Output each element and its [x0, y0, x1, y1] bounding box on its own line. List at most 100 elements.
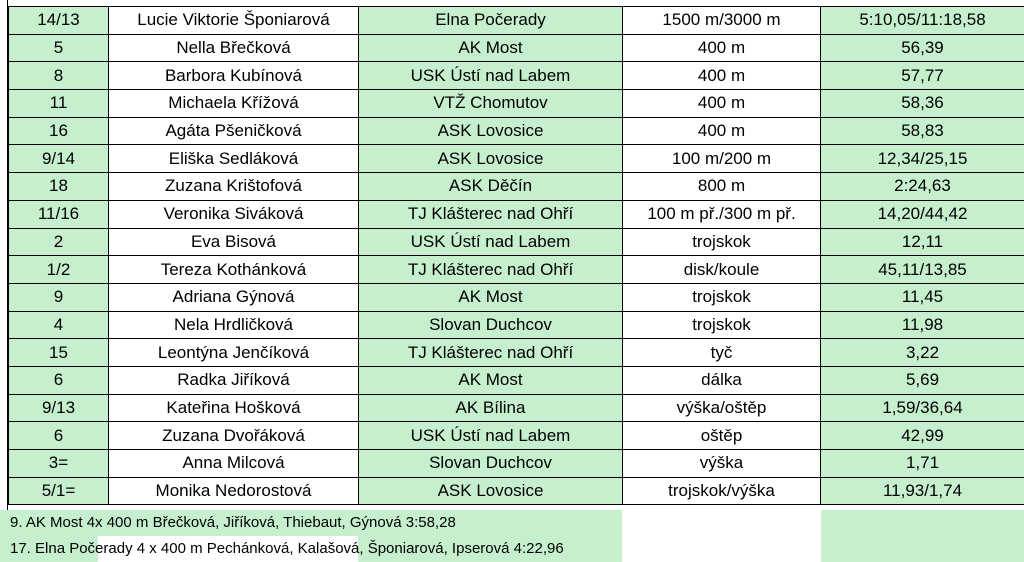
club-cell: AK Most [358, 33, 623, 63]
club-cell: USK Ústí nad Labem [358, 61, 623, 91]
event-cell: 400 m [622, 33, 821, 63]
event-cell: oštěp [622, 421, 821, 450]
place-cell: 2 [8, 227, 109, 257]
result-cell: 1,71 [820, 449, 1024, 478]
athlete-name-cell: Michaela Křížová [108, 89, 359, 118]
club-cell: Slovan Duchcov [358, 449, 623, 478]
place-cell: 4 [8, 310, 109, 340]
result-cell: 12,11 [820, 227, 1024, 257]
event-cell: trojskok [622, 227, 821, 257]
table-row: 5 Nella Břečková AK Most 400 m 56,39 [8, 33, 1024, 63]
relay-line-1: 9. AK Most 4x 400 m Břečková, Jiříková, … [0, 510, 1024, 536]
athlete-name-cell: Kateřina Hošková [108, 393, 359, 423]
result-cell: 56,39 [820, 33, 1024, 63]
athlete-name-cell: Tereza Kothánková [108, 255, 359, 284]
event-cell: disk/koule [622, 255, 821, 284]
relay-text: 17. Elna Počerady 4 x 400 m Pechánková, … [10, 540, 564, 557]
athlete-name-cell: Leontýna Jenčíková [108, 338, 359, 367]
athlete-name-cell: Zuzana Krištofová [108, 172, 359, 201]
place-cell: 9/14 [8, 144, 109, 174]
athlete-name-cell: Eva Bisová [108, 227, 359, 257]
event-cell: 400 m [622, 89, 821, 118]
athlete-name-cell: Adriana Gýnová [108, 282, 359, 312]
club-cell: Elna Počerady [358, 6, 623, 35]
result-cell: 11,98 [820, 310, 1024, 340]
table-row: 1/2 Tereza Kothánková TJ Klášterec nad Ohř… [8, 255, 1024, 284]
table-row: 6 Zuzana Dvořáková USK Ústí nad Labem oštěp… [8, 421, 1024, 450]
club-cell: ASK Lovosice [358, 144, 623, 174]
table-row: 9 Adriana Gýnová AK Most trojskok 11,45 [8, 282, 1024, 312]
place-cell: 16 [8, 116, 109, 146]
athlete-name-cell: Zuzana Dvořáková [108, 421, 359, 450]
table-row: 8 Barbora Kubínová USK Ústí nad Labem 400 m… [8, 61, 1024, 91]
event-cell: 1500 m/3000 m [622, 6, 821, 35]
row-header-edge [0, 0, 8, 510]
table-row: 9/13 Kateřina Hošková AK Bílina výška/oštěp… [8, 393, 1024, 423]
event-cell: tyč [622, 338, 821, 367]
result-cell: 11,93/1,74 [820, 476, 1024, 506]
table-row: 5/1= Monika Nedorostová ASK Lovosice trojsk… [8, 476, 1024, 506]
event-cell: výška/oštěp [622, 393, 821, 423]
place-cell: 1/2 [8, 255, 109, 284]
table-row: 6 Radka Jiříková AK Most dálka 5,69 [8, 365, 1024, 395]
athlete-name-cell: Barbora Kubínová [108, 61, 359, 91]
result-cell: 5:10,05/11:18,58 [820, 6, 1024, 35]
club-cell: USK Ústí nad Labem [358, 421, 623, 450]
club-cell: TJ Klášterec nad Ohří [358, 255, 623, 284]
club-cell: VTŽ Chomutov [358, 89, 623, 118]
event-cell: 100 m/200 m [622, 144, 821, 174]
club-cell: Slovan Duchcov [358, 310, 623, 340]
result-cell: 42,99 [820, 421, 1024, 450]
table-row: 18 Zuzana Krištofová ASK Děčín 800 m 2:24,63 [8, 172, 1024, 201]
event-cell: trojskok [622, 310, 821, 340]
results-table-body: 14/13 Lucie Viktorie Šponiarová Elna Počer… [8, 6, 1024, 506]
event-cell: 400 m [622, 61, 821, 91]
event-cell: 400 m [622, 116, 821, 146]
table-row: 16 Agáta Pšeničková ASK Lovosice 400 m 58,83 [8, 116, 1024, 146]
club-cell: AK Most [358, 365, 623, 395]
result-cell: 2:24,63 [820, 172, 1024, 201]
place-cell: 11/16 [8, 199, 109, 229]
table-row: 11 Michaela Křížová VTŽ Chomutov 400 m 58,36 [8, 89, 1024, 118]
place-cell: 6 [8, 365, 109, 395]
place-cell: 6 [8, 421, 109, 450]
place-cell: 14/13 [8, 6, 109, 35]
club-cell: ASK Lovosice [358, 476, 623, 506]
club-cell: USK Ústí nad Labem [358, 227, 623, 257]
athlete-name-cell: Eliška Sedláková [108, 144, 359, 174]
event-cell: trojskok [622, 282, 821, 312]
table-row: 2 Eva Bisová USK Ústí nad Labem trojskok 12,… [8, 227, 1024, 257]
table-row: 9/14 Eliška Sedláková ASK Lovosice 100 m/20… [8, 144, 1024, 174]
athlete-name-cell: Nella Břečková [108, 33, 359, 63]
result-cell: 45,11/13,85 [820, 255, 1024, 284]
athlete-name-cell: Veronika Siváková [108, 199, 359, 229]
event-cell: 800 m [622, 172, 821, 201]
table-row: 14/13 Lucie Viktorie Šponiarová Elna Počer… [8, 6, 1024, 35]
results-table: 14/13 Lucie Viktorie Šponiarová Elna Počer… [8, 6, 1024, 506]
event-cell: trojskok/výška [622, 476, 821, 506]
place-cell: 5/1= [8, 476, 109, 506]
place-cell: 9 [8, 282, 109, 312]
result-cell: 57,77 [820, 61, 1024, 91]
club-cell: TJ Klášterec nad Ohří [358, 338, 623, 367]
result-cell: 1,59/36,64 [820, 393, 1024, 423]
club-cell: ASK Děčín [358, 172, 623, 201]
relay-text: 9. AK Most 4x 400 m Břečková, Jiříková, … [10, 514, 456, 531]
result-cell: 58,83 [820, 116, 1024, 146]
place-cell: 8 [8, 61, 109, 91]
table-row: 15 Leontýna Jenčíková TJ Klášterec nad Ohř… [8, 338, 1024, 367]
club-cell: ASK Lovosice [358, 116, 623, 146]
event-cell: 100 m př./300 m př. [622, 199, 821, 229]
place-cell: 11 [8, 89, 109, 118]
place-cell: 3= [8, 449, 109, 478]
result-cell: 12,34/25,15 [820, 144, 1024, 174]
place-cell: 15 [8, 338, 109, 367]
athlete-name-cell: Nela Hrdličková [108, 310, 359, 340]
athlete-name-cell: Radka Jiříková [108, 365, 359, 395]
athlete-name-cell: Lucie Viktorie Šponiarová [108, 6, 359, 35]
athlete-name-cell: Monika Nedorostová [108, 476, 359, 506]
table-row: 11/16 Veronika Siváková TJ Klášterec nad O… [8, 199, 1024, 229]
result-cell: 3,22 [820, 338, 1024, 367]
athlete-name-cell: Anna Milcová [108, 449, 359, 478]
